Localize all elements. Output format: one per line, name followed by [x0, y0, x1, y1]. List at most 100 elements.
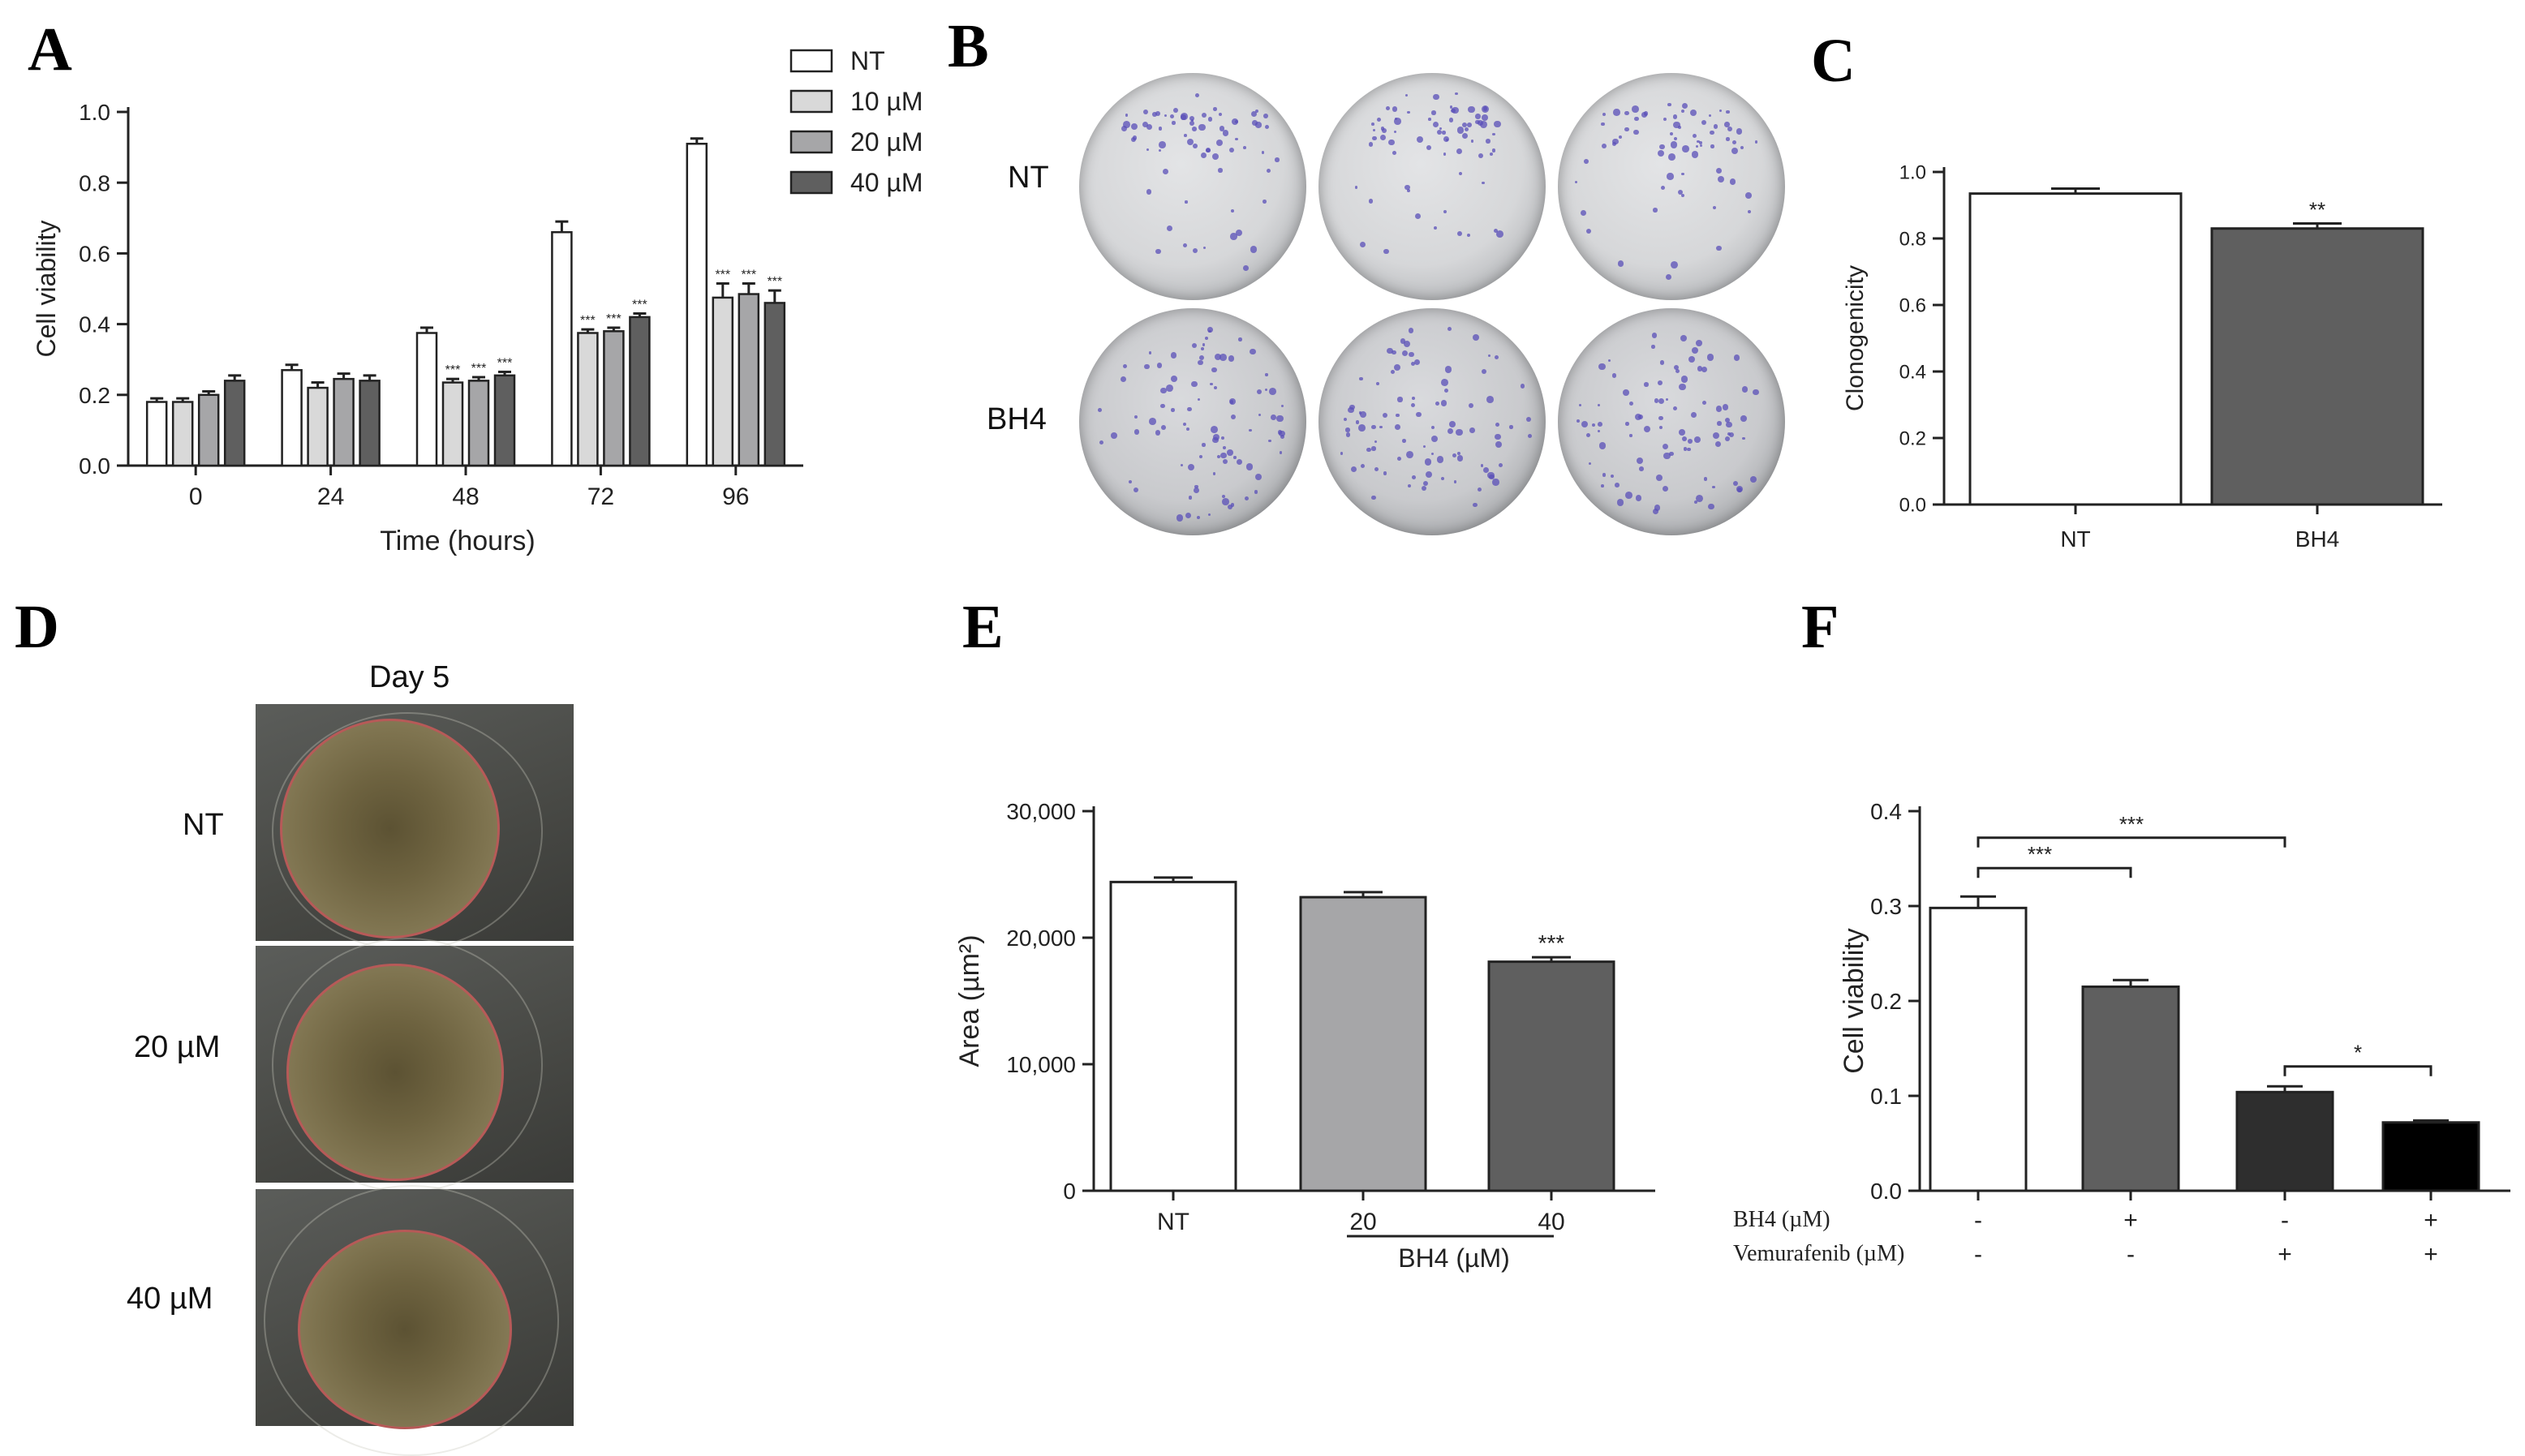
- colony-dot: [1403, 340, 1411, 348]
- colony-dot: [1355, 420, 1360, 424]
- colony-dot: [1395, 423, 1401, 430]
- colony-dot: [1186, 138, 1194, 146]
- a-legend-label: 40 µM: [850, 168, 923, 197]
- colony-dot: [1394, 117, 1401, 125]
- colony-dot: [1228, 355, 1234, 362]
- colony-dot: [1574, 180, 1577, 184]
- colony-dot: [1654, 398, 1659, 403]
- colony-dot: [1392, 106, 1398, 112]
- colony-dot: [1442, 131, 1446, 135]
- colony-dot: [1276, 414, 1284, 423]
- colony-dot: [1456, 428, 1464, 436]
- colony-dot: [1370, 122, 1374, 127]
- colony-dot: [1397, 397, 1403, 402]
- dish-bh4-1: [1079, 308, 1306, 535]
- colony-dot: [1612, 138, 1619, 144]
- colony-dot: [1408, 328, 1414, 333]
- colony-dot: [1718, 109, 1723, 113]
- colony-dot: [1701, 119, 1706, 125]
- colony-dot: [1733, 481, 1739, 487]
- colony-dot: [1448, 421, 1456, 428]
- panel-label-c: C: [1811, 27, 1856, 95]
- colony-dot: [1425, 470, 1433, 478]
- f-row-label-bh4: BH4 (µM): [1733, 1207, 1830, 1232]
- colony-dot: [1205, 337, 1209, 341]
- colony-dot: [1628, 401, 1633, 406]
- colony-dot: [1581, 420, 1588, 427]
- colony-dot: [1625, 422, 1629, 426]
- colony-dot: [1187, 463, 1195, 471]
- colony-dot: [1713, 432, 1720, 439]
- a-y-tick-label: 1.0: [79, 100, 110, 125]
- colony-dot: [1680, 194, 1684, 198]
- colony-dot: [1198, 454, 1203, 459]
- colony-dot: [1441, 379, 1449, 386]
- c-y-tick-label: 1.0: [1899, 162, 1926, 184]
- colony-dot: [1475, 114, 1481, 119]
- colony-dot: [1166, 225, 1172, 232]
- colony-dot: [1585, 228, 1592, 234]
- colony-dot: [1186, 427, 1190, 431]
- day-title: Day 5: [369, 660, 450, 694]
- a-significance: ***: [580, 314, 596, 328]
- colony-dot: [1198, 123, 1206, 131]
- colony-dot: [1469, 427, 1475, 433]
- colony-dot: [1624, 127, 1629, 132]
- colony-dot: [1221, 494, 1226, 499]
- a-legend-label: NT: [850, 46, 885, 75]
- colony-dot: [1662, 443, 1668, 449]
- row-label-bh4: BH4: [987, 402, 1047, 436]
- a-bar: [171, 401, 194, 467]
- colony-dot: [1731, 148, 1738, 155]
- a-legend-label: 20 µM: [850, 127, 923, 157]
- colony-dot: [1411, 362, 1416, 367]
- colony-dot: [1443, 209, 1447, 213]
- c-x-tick-label: BH4: [2295, 526, 2339, 552]
- colony-dot: [1657, 150, 1664, 157]
- colony-dot: [1256, 389, 1262, 395]
- colony-dot: [1667, 173, 1674, 180]
- colony-dot: [1404, 184, 1411, 191]
- colony-dot: [1146, 124, 1153, 131]
- colony-dot: [1238, 337, 1242, 341]
- colony-dot: [1717, 175, 1725, 183]
- colony-dot: [1374, 440, 1377, 443]
- colony-dot: [1659, 360, 1665, 365]
- colony-dot: [1708, 504, 1714, 510]
- colony-dot: [1730, 178, 1736, 185]
- colony-dot: [1097, 407, 1102, 412]
- colony-dot: [1466, 233, 1471, 238]
- colony-dot: [1426, 145, 1431, 151]
- colony-dot: [1688, 438, 1693, 444]
- colony-dot: [1482, 106, 1488, 111]
- colony-dot: [1494, 354, 1499, 360]
- e-significance: ***: [1538, 930, 1565, 956]
- colony-dot: [1473, 502, 1478, 508]
- f-significance-bracket: [2283, 1065, 2433, 1076]
- colony-dot: [1440, 477, 1444, 481]
- a-legend-swatch: [789, 170, 833, 195]
- a-legend-swatch: [789, 49, 833, 73]
- colony-dot: [1598, 363, 1607, 371]
- colony-dot: [1680, 376, 1688, 383]
- colony-dot: [1376, 117, 1381, 122]
- a-bar: [712, 296, 734, 467]
- colony-dot: [1383, 249, 1389, 255]
- e-bar: [1109, 880, 1237, 1192]
- colony-dot: [1133, 429, 1140, 435]
- colony-dot: [1613, 109, 1620, 116]
- colony-dot: [1371, 425, 1376, 430]
- a-x-axis-label: Time (hours): [380, 526, 535, 556]
- colony-dot: [1183, 243, 1188, 248]
- colony-dot: [1414, 359, 1421, 366]
- c-y-tick-label: 0.0: [1899, 495, 1926, 517]
- colony-dot: [1236, 229, 1243, 236]
- colony-dot: [1250, 111, 1257, 118]
- a-legend-swatch: [789, 130, 833, 154]
- colony-dot: [1681, 145, 1689, 152]
- colony-dot: [1663, 453, 1671, 460]
- colony-dot: [1634, 413, 1642, 421]
- colony-dot: [1143, 363, 1150, 370]
- colony-dot: [1222, 129, 1229, 136]
- colony-dot: [1255, 122, 1262, 128]
